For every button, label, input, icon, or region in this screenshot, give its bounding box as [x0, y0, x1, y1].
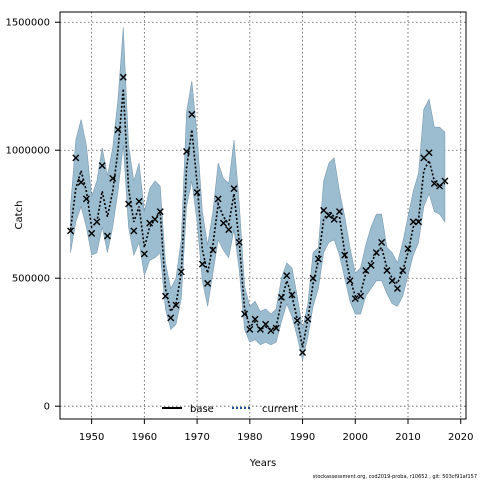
- observed-catch-marker: [172, 301, 180, 309]
- x-tick-label: 1950: [79, 432, 104, 443]
- observed-catch-marker: [225, 226, 233, 234]
- observed-catch-marker: [204, 279, 212, 287]
- observed-catch-marker: [67, 227, 75, 235]
- y-axis-title: Catch: [14, 201, 25, 230]
- plot-frame: [59, 11, 467, 420]
- x-tick-label: 2000: [343, 432, 368, 443]
- observed-catch-marker: [415, 218, 423, 226]
- estimate-line-layer: [69, 88, 446, 348]
- observed-catch-marker: [183, 148, 191, 156]
- observed-catch-marker: [177, 268, 185, 276]
- uncertainty-band-layer: [70, 27, 446, 361]
- legend-label-base: base: [190, 404, 214, 415]
- observed-catch-marker: [151, 215, 159, 223]
- x-tick-label: 2020: [448, 432, 473, 443]
- observed-catch-marker: [235, 238, 243, 246]
- observed-catch-marker: [425, 149, 433, 157]
- observed-catch-marker: [262, 320, 270, 328]
- observed-catch-marker: [409, 218, 417, 226]
- observed-catch-marker: [256, 325, 264, 333]
- observed-catch-marker: [299, 348, 307, 356]
- observed-catch-marker: [230, 185, 238, 193]
- y-tick-label: 500000: [12, 274, 50, 285]
- observed-catch-marker: [388, 277, 396, 285]
- x-tick-label: 1980: [237, 432, 262, 443]
- observed-catch-marker: [198, 260, 206, 268]
- observed-catch-marker: [372, 249, 380, 257]
- observed-catch-marker: [267, 327, 275, 335]
- observed-catch-marker: [441, 177, 449, 185]
- observed-catch-marker: [219, 219, 227, 227]
- observed-catch-marker: [125, 200, 133, 208]
- y-tick-label: 1000000: [5, 146, 50, 157]
- legend-label-current: current: [262, 404, 298, 415]
- observed-catch-marker: [314, 255, 322, 263]
- observed-catch-marker: [304, 315, 312, 323]
- observed-catch-marker: [330, 215, 338, 223]
- observed-catch-marker: [77, 178, 85, 186]
- observed-catch-marker: [88, 229, 96, 237]
- observed-catch-marker: [341, 251, 349, 259]
- observed-catch-marker: [103, 232, 111, 240]
- observed-catch-marker: [309, 274, 317, 282]
- observed-catch-marker: [293, 316, 301, 324]
- observed-catch-marker: [140, 250, 148, 258]
- observed-catch-marker: [98, 162, 106, 170]
- observed-catch-marker: [367, 261, 375, 269]
- observed-catch-marker: [119, 73, 127, 81]
- observed-catch-marker: [357, 292, 365, 300]
- observed-catch-marker: [404, 245, 412, 253]
- y-axis: 0 500000 1000000 1500000: [5, 18, 60, 413]
- legend: base current: [162, 404, 298, 415]
- observed-catch-marker: [277, 293, 285, 301]
- observed-catch-marker: [393, 284, 401, 292]
- observed-catch-marker: [135, 197, 143, 205]
- observed-catch-marker: [420, 154, 428, 162]
- observed-catch-marker: [320, 206, 328, 214]
- x-axis: 1950 1960 1970 1980 1990 2000 2010 2020: [79, 419, 473, 443]
- estimate-line: [69, 88, 446, 348]
- observed-catch-marker: [378, 238, 386, 246]
- observed-catch-marker: [430, 180, 438, 187]
- observed-catch-marker: [335, 208, 343, 216]
- observed-catch-marker: [399, 267, 407, 275]
- y-tick-label: 1500000: [5, 18, 50, 29]
- observed-catch-marker: [383, 267, 391, 275]
- observed-catch-marker: [246, 325, 254, 333]
- observed-catch-marker: [188, 110, 196, 118]
- y-tick-label: 0: [44, 402, 50, 413]
- uncertainty-band: [70, 27, 446, 361]
- observed-catch-marker: [351, 295, 359, 303]
- observed-catch-marker: [251, 315, 259, 323]
- observed-catch-marker: [283, 272, 291, 280]
- observed-catch-marker: [109, 174, 117, 182]
- observed-catch-marker: [436, 182, 444, 190]
- observed-catch-marker: [346, 277, 354, 285]
- x-tick-label: 1960: [132, 432, 157, 443]
- observed-catch-marker: [272, 324, 280, 332]
- observed-catch-marker: [161, 292, 169, 300]
- observed-catch-marker: [325, 212, 333, 219]
- x-tick-label: 1970: [184, 432, 209, 443]
- x-tick-label: 2010: [395, 432, 420, 443]
- footnote: stockassessment.org, cod2019-proba, r106…: [313, 474, 477, 480]
- observed-catch-marker: [82, 195, 90, 203]
- observed-catch-marker: [167, 314, 175, 322]
- x-tick-label: 1990: [290, 432, 315, 443]
- observed-catch-marker: [209, 246, 217, 254]
- observed-catch-marker: [146, 219, 154, 227]
- observed-catch-marker: [72, 154, 80, 162]
- x-axis-title: Years: [249, 458, 276, 469]
- observed-catch-marker: [130, 227, 138, 235]
- observed-catch-marker: [156, 208, 164, 216]
- observed-catch-marker: [241, 310, 249, 318]
- observed-catch-marker: [114, 126, 122, 134]
- observed-catch-marker: [214, 195, 222, 203]
- observed-marker-layer: [67, 73, 449, 356]
- observed-catch-marker: [193, 188, 201, 196]
- observed-catch-marker: [93, 218, 101, 226]
- observed-catch-marker: [362, 267, 370, 275]
- observed-catch-marker: [288, 291, 296, 299]
